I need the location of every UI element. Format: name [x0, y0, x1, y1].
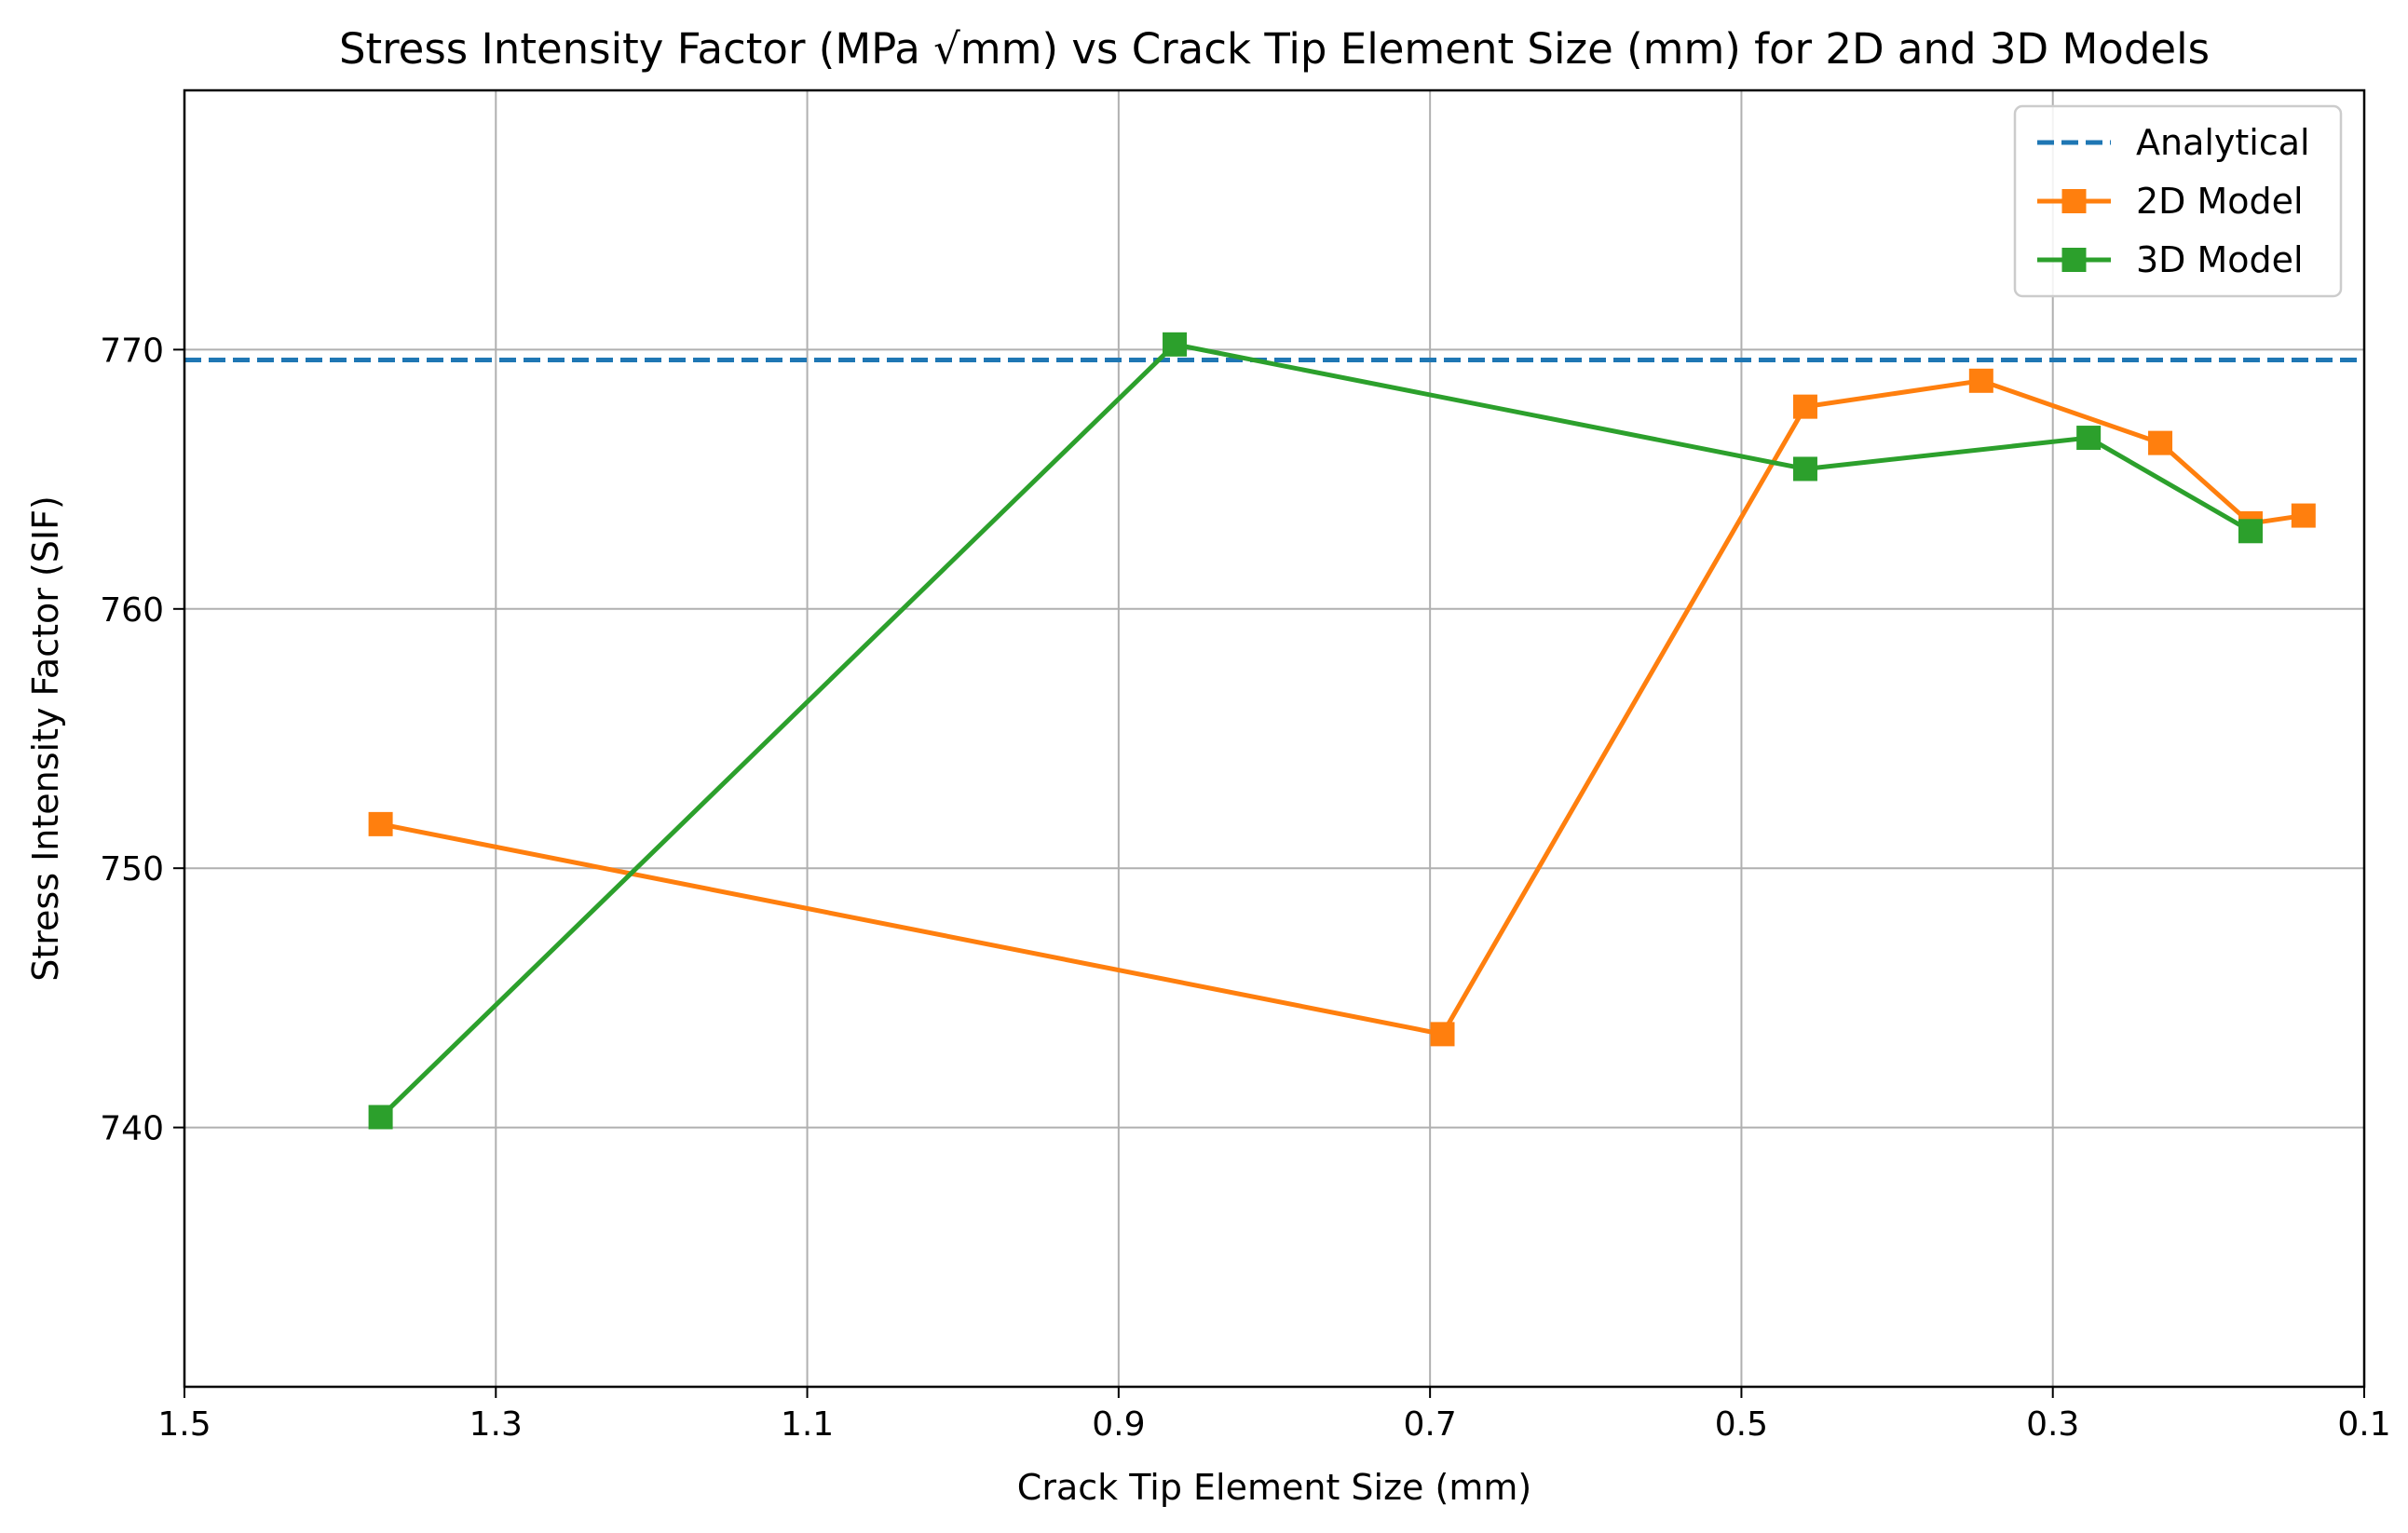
data-point — [1163, 332, 1188, 357]
y-tick-label: 750 — [100, 850, 164, 889]
data-point — [1968, 368, 1993, 393]
axis-ticks: 1.5 1.3 1.1 0.9 0.7 0.5 0.3 0.1 740 750 760 770 — [100, 332, 2390, 1444]
data-point — [2148, 430, 2173, 455]
legend-label: 3D Model — [2136, 239, 2304, 280]
legend-marker — [2061, 189, 2087, 213]
data-point — [1792, 456, 1817, 482]
x-tick-label: 1.1 — [781, 1405, 834, 1444]
legend-label: Analytical — [2136, 122, 2310, 163]
legend-item: 3D Model — [2037, 239, 2304, 280]
data-point — [2238, 519, 2263, 544]
legend: Analytical 2D Model 3D Model — [2013, 104, 2343, 298]
x-tick-label: 1.5 — [157, 1405, 211, 1444]
x-tick-label: 1.3 — [469, 1405, 523, 1444]
x-axis-label: Crack Tip Element Size (mm) — [1017, 1467, 1531, 1508]
legend-marker — [2061, 248, 2087, 272]
legend-item: 2D Model — [2037, 181, 2304, 222]
x-tick-label: 0.1 — [2337, 1405, 2390, 1444]
chart-title: Stress Intensity Factor (MPa √mm) vs Cra… — [339, 24, 2210, 74]
y-tick-label: 740 — [100, 1110, 164, 1148]
data-point — [1430, 1022, 1455, 1047]
legend-label: 2D Model — [2136, 181, 2304, 222]
data-point — [2291, 503, 2316, 528]
legend-box — [2013, 104, 2343, 298]
plot-frame — [183, 88, 2366, 1389]
y-tick-label: 770 — [100, 332, 164, 370]
x-tick-label: 0.5 — [1715, 1405, 1768, 1444]
y-tick-label: 760 — [100, 591, 164, 630]
data-point — [368, 1105, 393, 1130]
x-tick-label: 0.9 — [1092, 1405, 1145, 1444]
data-point — [1792, 394, 1817, 419]
legend-item: Analytical — [2037, 122, 2310, 163]
data-point — [2076, 426, 2102, 451]
series-layer — [184, 332, 2364, 1130]
data-point — [368, 811, 393, 836]
series-3d-model — [368, 332, 2263, 1130]
x-tick-label: 0.7 — [1404, 1405, 1457, 1444]
x-tick-label: 0.3 — [2026, 1405, 2079, 1444]
y-axis-label: Stress Intensity Factor (SIF) — [25, 495, 66, 982]
